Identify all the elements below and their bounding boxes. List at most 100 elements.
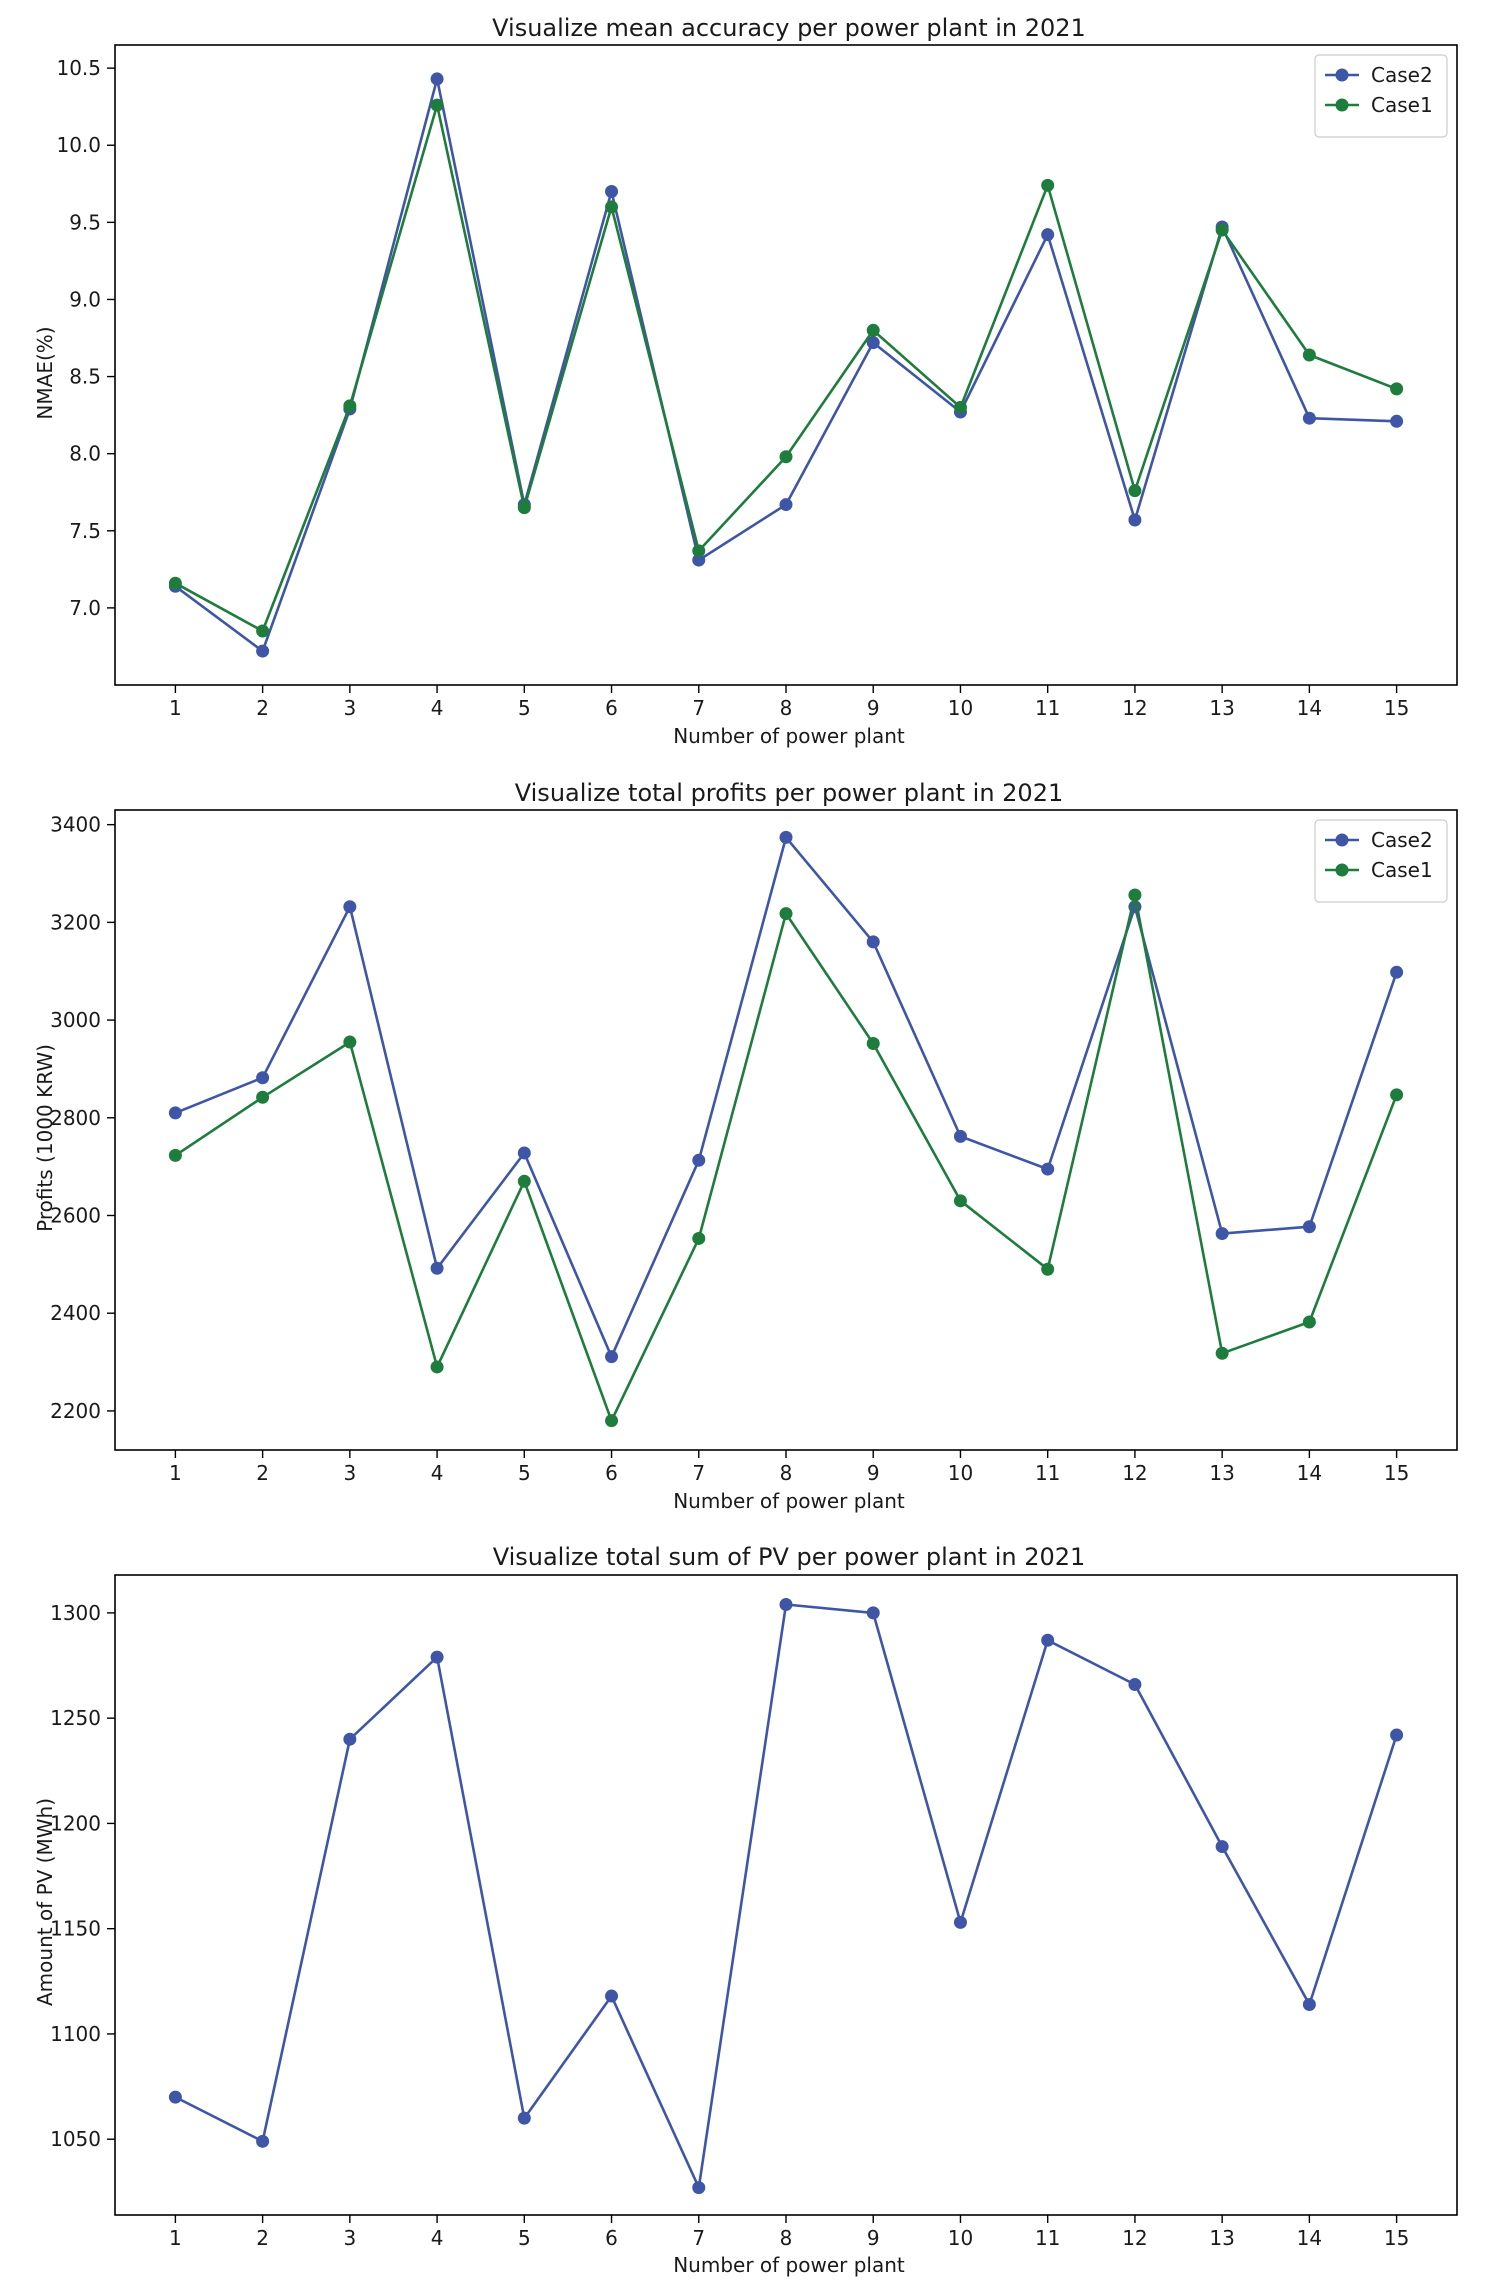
profits-chart-point-case1	[605, 1414, 619, 1428]
accuracy-chart-series-line-case2	[174, 77, 1397, 653]
accuracy-chart-point-case1	[430, 98, 444, 112]
profits-chart-point-case2	[779, 830, 793, 844]
accuracy-chart-legend-label: Case2	[1371, 63, 1433, 87]
profits-chart-point-case2	[1215, 1227, 1229, 1241]
accuracy-chart-point-case1	[256, 624, 270, 638]
accuracy-chart-point-case1	[1041, 178, 1055, 192]
pv-chart-xlabel: Number of power plant	[673, 2253, 905, 2277]
accuracy-chart-y-tick-label: 8.0	[69, 442, 101, 466]
pv-chart-x-tick-label: 2	[256, 2226, 269, 2250]
pv-chart-y-tick-label: 1100	[50, 2022, 101, 2046]
accuracy-chart-y-tick-label: 7.5	[69, 519, 101, 543]
profits-chart-y-tick-label: 3000	[50, 1008, 101, 1032]
profits-chart-x-tick-label: 14	[1297, 1461, 1322, 1485]
profits-chart-point-case2	[1302, 1220, 1316, 1234]
accuracy-chart-y-tick-label: 10.5	[56, 56, 101, 80]
accuracy-chart-x-tick-label: 4	[431, 696, 444, 720]
profits-chart-y-tick-label: 3200	[50, 910, 101, 934]
accuracy-chart-y-tick-label: 7.0	[69, 596, 101, 620]
accuracy-chart-point-case2	[256, 644, 270, 658]
accuracy-chart-ylabel: NMAE(%)	[33, 326, 57, 419]
accuracy-chart-point-case1	[953, 400, 967, 414]
pv-chart-y-tick-label: 1250	[50, 1706, 101, 1730]
pv-chart-x-tick-label: 4	[431, 2226, 444, 2250]
accuracy-chart-x-tick-label: 14	[1297, 696, 1322, 720]
profits-chart-ylabel: Profits (1000 KRW)	[33, 1044, 57, 1232]
accuracy-chart-x-tick-label: 7	[692, 696, 705, 720]
accuracy-chart-point-case1	[1128, 484, 1142, 498]
profits-chart-y-tick-label: 2800	[50, 1106, 101, 1130]
profits-chart: Visualize total profits per power plant …	[33, 779, 1458, 1513]
pv-chart-x-tick-label: 10	[948, 2226, 973, 2250]
pv-chart-point-pv	[692, 2181, 706, 2195]
accuracy-chart-point-case2	[866, 336, 880, 350]
pv-chart-point-pv	[605, 1989, 619, 2003]
pv-chart-y-tick-label: 1150	[50, 1917, 101, 1941]
accuracy-chart-point-case2	[1128, 513, 1142, 527]
profits-chart-point-case2	[256, 1071, 270, 1085]
profits-chart-point-case2	[866, 935, 880, 949]
pv-chart-y-tick-label: 1300	[50, 1601, 101, 1625]
profits-chart-point-case2	[168, 1106, 182, 1120]
accuracy-chart-x-tick-label: 10	[948, 696, 973, 720]
pv-chart-point-pv	[430, 1650, 444, 1664]
accuracy-chart-point-case2	[1041, 228, 1055, 242]
accuracy-chart-point-case1	[779, 450, 793, 464]
profits-chart-point-case1	[517, 1174, 531, 1188]
pv-chart-series-line-pv	[174, 1603, 1398, 2189]
accuracy-chart-y-tick-label: 9.0	[69, 287, 101, 311]
accuracy-chart-x-tick-label: 2	[256, 696, 269, 720]
profits-chart-point-case2	[430, 1261, 444, 1275]
accuracy-chart-x-tick-label: 6	[605, 696, 618, 720]
profits-chart-legend: Case2 Case1	[1314, 819, 1448, 903]
pv-chart-point-pv	[1215, 1840, 1229, 1854]
accuracy-chart-point-case1	[517, 501, 531, 515]
pv-chart-x-tick-label: 15	[1384, 2226, 1409, 2250]
accuracy-chart-x-tick-label: 1	[169, 696, 182, 720]
profits-chart-point-case1	[1215, 1346, 1229, 1360]
profits-chart-point-case1	[430, 1360, 444, 1374]
profits-chart-point-case1	[953, 1194, 967, 1208]
profits-chart-x-tick-label: 11	[1035, 1461, 1060, 1485]
accuracy-chart-x-tick-label: 8	[780, 696, 793, 720]
profits-chart-point-case1	[1302, 1315, 1316, 1329]
profits-chart-x-tick-label: 12	[1122, 1461, 1147, 1485]
accuracy-chart-x-tick-label: 15	[1384, 696, 1409, 720]
accuracy-chart-point-case2	[1302, 411, 1316, 425]
accuracy-chart-point-case1	[605, 200, 619, 214]
pv-chart-point-pv	[517, 2111, 531, 2125]
pv-chart-y-tick-label: 1050	[50, 2127, 101, 2151]
profits-chart-point-case2	[1041, 1162, 1055, 1176]
profits-chart-point-case1	[1128, 888, 1142, 902]
pv-chart-y-tick-label: 1200	[50, 1811, 101, 1835]
accuracy-chart-x-tick-label: 11	[1035, 696, 1060, 720]
pv-chart-point-pv	[1302, 1997, 1316, 2011]
profits-chart-point-case2	[692, 1153, 706, 1167]
profits-chart-point-case2	[517, 1146, 531, 1160]
profits-chart-y-tick-label: 2400	[50, 1301, 101, 1325]
pv-chart: Visualize total sum of PV per power plan…	[33, 1543, 1458, 2277]
accuracy-chart-legend: Case2 Case1	[1314, 54, 1448, 138]
pv-chart-plot-area	[114, 1574, 1458, 2216]
accuracy-chart-y-tick-label: 9.5	[69, 210, 101, 234]
profits-chart-point-case2	[343, 900, 357, 914]
profits-chart-x-tick-label: 10	[948, 1461, 973, 1485]
accuracy-chart-legend-label: Case1	[1371, 93, 1433, 117]
accuracy-chart-legend-marker	[1335, 98, 1349, 112]
accuracy-chart-series-line-case1	[174, 103, 1398, 633]
profits-chart-point-case1	[1390, 1088, 1404, 1102]
profits-chart-x-tick-label: 15	[1384, 1461, 1409, 1485]
profits-chart-legend-marker	[1335, 833, 1349, 847]
pv-chart-x-tick-label: 13	[1209, 2226, 1234, 2250]
profits-chart-legend-label: Case1	[1371, 858, 1433, 882]
profits-chart-point-case1	[168, 1148, 182, 1162]
accuracy-chart-point-case1	[866, 323, 880, 337]
profits-chart-x-tick-label: 5	[518, 1461, 531, 1485]
accuracy-chart: Visualize mean accuracy per power plant …	[33, 14, 1458, 748]
pv-chart-x-tick-label: 9	[867, 2226, 880, 2250]
pv-chart-x-tick-label: 14	[1297, 2226, 1322, 2250]
profits-chart-legend-marker	[1335, 863, 1349, 877]
pv-chart-point-pv	[1041, 1633, 1055, 1647]
accuracy-chart-point-case1	[692, 544, 706, 558]
pv-chart-point-pv	[866, 1606, 880, 1620]
